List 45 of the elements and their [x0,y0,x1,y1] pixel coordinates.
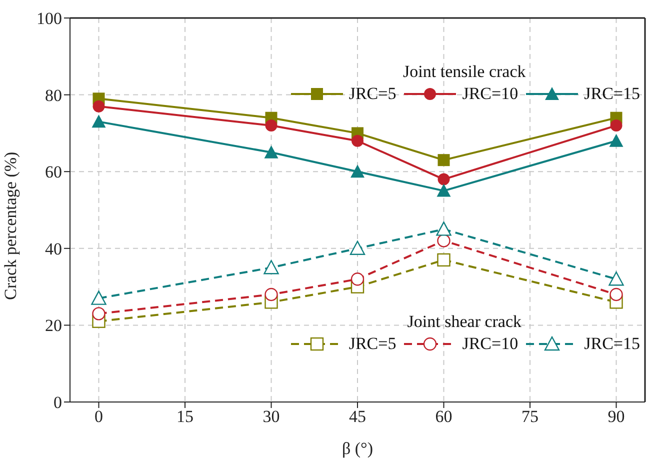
point [610,120,622,132]
x-tick-label: 60 [435,407,452,426]
point [264,288,278,302]
point [436,184,451,197]
y-tick-label: 20 [45,316,62,336]
point [608,272,624,286]
point [350,164,364,178]
point [92,114,106,128]
point [437,234,450,248]
legend-label: JRC=15 [584,84,640,104]
x-tick-label: 90 [608,407,625,426]
x-tick-label: 45 [349,407,366,426]
point [350,240,366,255]
legend-label: JRC=10 [462,334,518,354]
y-tick-label: 0 [54,393,62,412]
point [92,307,106,320]
y-tick-label: 40 [45,239,62,258]
point [438,154,450,166]
y-tick-label: 60 [45,162,62,182]
text: Joint tensile crack [403,62,526,81]
point [264,260,279,274]
legend-label: JRC=10 [462,84,518,104]
point [350,272,364,286]
x-tick-label: 75 [522,407,538,426]
y-tick-label: 80 [45,86,62,105]
x-tick-label: 15 [176,407,194,426]
legend-label: JRC=15 [584,334,640,354]
point [352,134,364,147]
point [437,253,450,267]
point [92,100,105,112]
legend-label: JRC=5 [348,84,396,104]
point [610,288,623,302]
point [438,173,450,186]
x-tick-label: 30 [262,407,280,426]
point [609,134,624,147]
y-tick-label: 100 [36,9,62,28]
x-axis-title: β (°) [342,439,374,458]
x-tick-label: 0 [94,407,103,426]
point [265,120,278,132]
legend-label: JRC=5 [348,334,396,354]
y-axis-title: Crack percentage (%) [1,152,20,300]
text: Joint shear crack [407,312,522,331]
point [91,290,106,305]
point [436,222,452,236]
point [264,145,278,158]
